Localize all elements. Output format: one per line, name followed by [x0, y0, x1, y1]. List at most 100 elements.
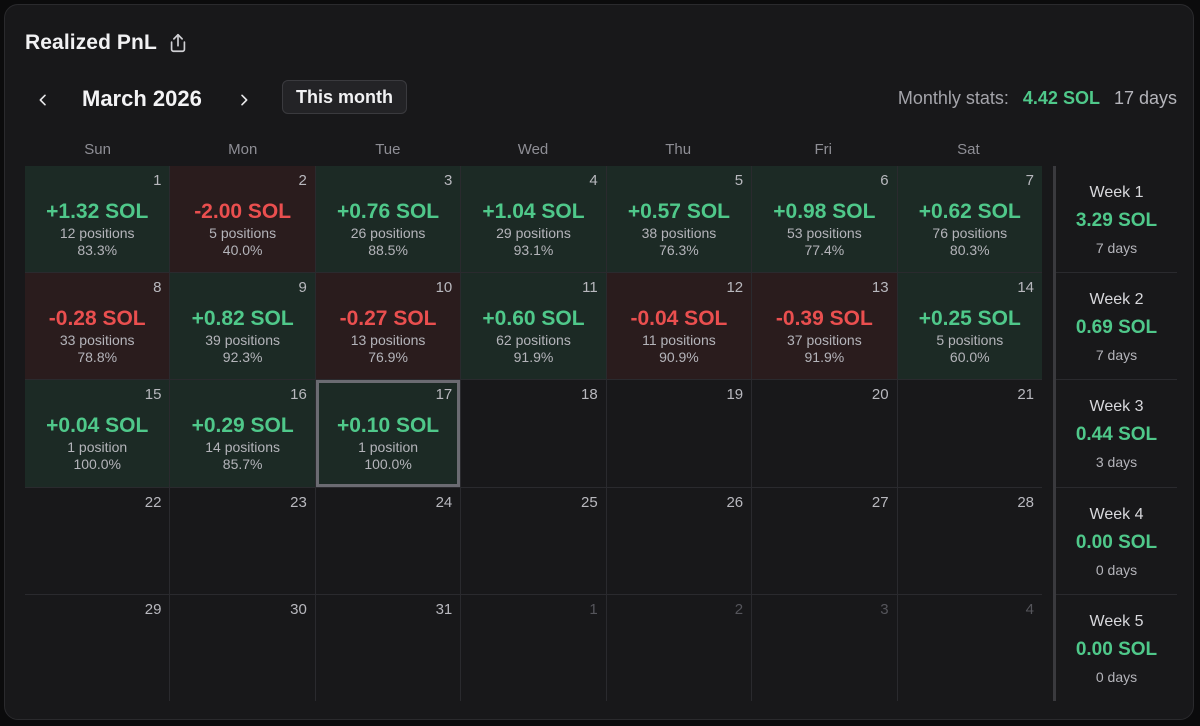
calendar-day-cell[interactable]: 31	[315, 594, 461, 701]
day-number: 24	[435, 493, 453, 511]
calendar-day-cell[interactable]: 4 +1.04 SOL 29 positions 93.1%	[461, 166, 606, 273]
calendar-day-cell[interactable]: 25	[461, 487, 606, 594]
calendar-day-cell[interactable]: 10 -0.27 SOL 13 positions 76.9%	[315, 273, 461, 380]
week-pnl: 0.69 SOL	[1075, 317, 1158, 339]
day-win-rate: 90.9%	[659, 349, 699, 366]
day-number: 31	[435, 600, 453, 618]
day-pnl: +0.04 SOL	[46, 414, 149, 438]
monthly-stats-value: 4.42 SOL	[1022, 88, 1100, 108]
calendar-day-cell[interactable]: 15 +0.04 SOL 1 position 100.0%	[25, 380, 170, 487]
calendar-day-cell[interactable]: 28	[897, 487, 1042, 594]
week-pnl: 0.00 SOL	[1075, 638, 1158, 660]
calendar-day-cell[interactable]: 18	[461, 380, 606, 487]
weekday-sat: Sat	[957, 141, 980, 158]
day-number: 26	[726, 493, 744, 511]
calendar-day-cell[interactable]: 5 +0.57 SOL 38 positions 76.3%	[606, 166, 752, 273]
calendar-day-cell[interactable]: 2 -2.00 SOL 5 positions 40.0%	[170, 166, 315, 273]
day-positions: 39 positions	[205, 332, 280, 349]
day-pnl: -0.39 SOL	[775, 307, 873, 331]
day-number: 28	[1017, 493, 1034, 511]
calendar-day-cell[interactable]: 21	[897, 380, 1042, 487]
day-pnl: -0.04 SOL	[630, 307, 728, 331]
calendar-day-cell[interactable]: 22	[25, 487, 170, 594]
day-win-rate: 77.4%	[804, 242, 845, 258]
calendar-day-cell[interactable]: 4	[897, 594, 1042, 701]
calendar-day-cell[interactable]: 3	[752, 594, 897, 701]
calendar-day-cell[interactable]: 1 +1.32 SOL 12 positions 83.3%	[25, 166, 170, 273]
day-positions: 53 positions	[786, 225, 862, 241]
previous-month-button[interactable]	[27, 84, 59, 116]
calendar-day-cell[interactable]: 16 +0.29 SOL 14 positions 85.7%	[170, 380, 315, 487]
day-win-rate: 88.5%	[368, 242, 408, 258]
calendar-day-cell[interactable]: 20	[752, 380, 897, 487]
day-number: 30	[290, 600, 307, 618]
day-positions: 14 positions	[205, 439, 280, 456]
day-number: 2	[734, 600, 744, 618]
calendar-day-cell[interactable]: 2	[606, 594, 752, 701]
day-positions: 13 positions	[350, 332, 426, 349]
next-month-button[interactable]	[228, 84, 260, 116]
week-summary: Week 1 3.29 SOL 7 days	[1056, 166, 1177, 273]
week-summary: Week 5 0.00 SOL 0 days	[1056, 594, 1177, 701]
day-positions: 29 positions	[496, 225, 571, 241]
day-win-rate: 85.7%	[222, 456, 263, 473]
week-pnl: 3.29 SOL	[1075, 210, 1158, 231]
day-win-rate: 100.0%	[364, 456, 412, 473]
week-days: 3 days	[1095, 454, 1138, 471]
week-summary: Week 2 0.69 SOL 7 days	[1056, 273, 1177, 380]
day-positions: 11 positions	[642, 332, 716, 349]
day-number: 19	[726, 386, 744, 404]
day-pnl: -0.27 SOL	[339, 307, 437, 331]
calendar-day-cell[interactable]: 29	[25, 594, 170, 701]
day-number: 4	[1025, 600, 1034, 618]
weekday-wed: Wed	[517, 141, 549, 158]
day-number: 1	[153, 172, 162, 189]
calendar-day-cell[interactable]: 27	[752, 487, 897, 594]
calendar-day-cell[interactable]: 14 +0.25 SOL 5 positions 60.0%	[897, 273, 1042, 380]
calendar-day-cell[interactable]: 7 +0.62 SOL 76 positions 80.3%	[897, 166, 1042, 273]
calendar-day-cell[interactable]: 12 -0.04 SOL 11 positions 90.9%	[606, 273, 752, 380]
calendar-day-cell[interactable]: 3 +0.76 SOL 26 positions 88.5%	[315, 166, 461, 273]
weekday-header: Sun Mon Tue Wed Thu Fri Sat	[25, 141, 1041, 158]
panel-header: Realized PnL	[25, 31, 189, 55]
calendar-day-cell[interactable]: 11 +0.60 SOL 62 positions 91.9%	[461, 273, 606, 380]
day-number: 27	[871, 493, 889, 511]
weekday-fri: Fri	[814, 141, 833, 158]
day-pnl: +1.04 SOL	[482, 200, 585, 223]
calendar-day-cell[interactable]: 6 +0.98 SOL 53 positions 77.4%	[752, 166, 897, 273]
day-win-rate: 91.9%	[513, 349, 554, 366]
calendar-day-cell[interactable]: 8 -0.28 SOL 33 positions 78.8%	[25, 273, 170, 380]
calendar-day-cell[interactable]: 30	[170, 594, 315, 701]
share-icon[interactable]	[167, 32, 189, 54]
calendar-day-cell[interactable]: 26	[606, 487, 752, 594]
day-win-rate: 92.3%	[222, 349, 263, 366]
day-pnl: +0.76 SOL	[336, 200, 440, 223]
monthly-stats-label: Monthly stats:	[897, 88, 1009, 108]
weekday-tue: Tue	[375, 141, 401, 158]
day-win-rate: 76.3%	[659, 242, 699, 258]
day-number: 23	[290, 493, 307, 511]
calendar-day-cell[interactable]: 9 +0.82 SOL 39 positions 92.3%	[170, 273, 315, 380]
day-number: 6	[880, 172, 889, 189]
calendar-day-cell[interactable]: 19	[606, 380, 752, 487]
calendar-day-cell[interactable]: 23	[170, 487, 315, 594]
calendar-day-cell[interactable]: 13 -0.39 SOL 37 positions 91.9%	[752, 273, 897, 380]
week-label: Week 2	[1089, 291, 1144, 309]
day-positions: 62 positions	[496, 332, 571, 349]
current-month-label: March 2026	[82, 86, 202, 111]
day-number: 3	[880, 600, 889, 618]
day-pnl: +0.10 SOL	[336, 414, 440, 438]
day-number: 12	[726, 279, 744, 297]
day-win-rate: 60.0%	[949, 349, 990, 366]
calendar-day-cell-today[interactable]: 17 +0.10 SOL 1 position 100.0%	[315, 380, 461, 487]
this-month-button[interactable]: This month	[282, 80, 407, 114]
day-number: 29	[144, 600, 162, 618]
day-number: 9	[298, 279, 307, 297]
day-number: 1	[589, 600, 598, 618]
day-positions: 33 positions	[59, 332, 135, 349]
calendar-day-cell[interactable]: 1	[461, 594, 606, 701]
calendar-day-cell[interactable]: 24	[315, 487, 461, 594]
day-positions: 26 positions	[350, 225, 426, 241]
week-label: Week 1	[1089, 184, 1144, 201]
day-number: 7	[1025, 172, 1034, 189]
